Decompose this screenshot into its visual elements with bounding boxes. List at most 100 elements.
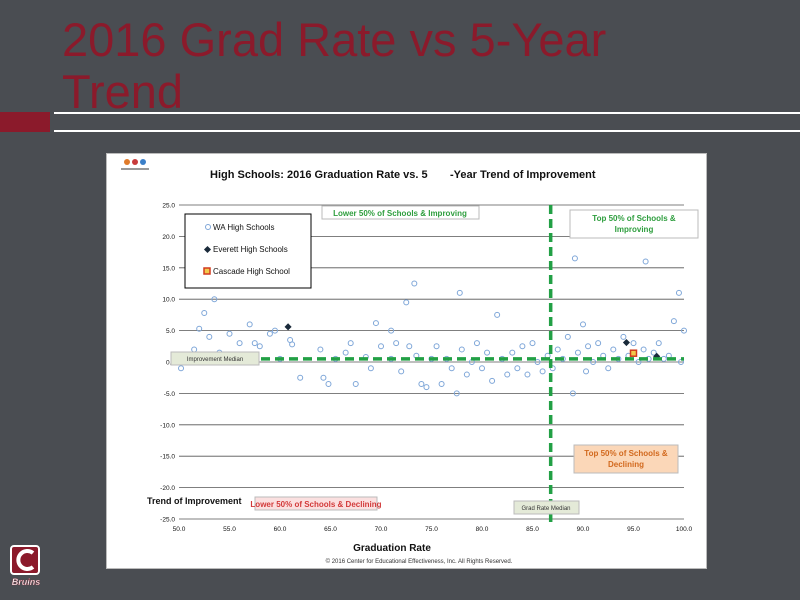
wa-school-point [388,327,395,334]
chart-image: High Schools: 2016 Graduation Rate vs. 5… [106,153,707,569]
wa-school-point [675,289,682,296]
wa-school-point [595,340,602,347]
wa-school-point [271,327,278,334]
wa-school-point [378,343,384,350]
improvement-median-label: Improvement Median [187,357,243,363]
wa-school-point [524,371,531,378]
wa-school-point [403,299,410,306]
x-tick-label: 85.0 [526,526,539,533]
quadrant-top-left: Lower 50% of Schools & Improving [333,209,467,218]
quadrant-bottom-right-2: Declining [608,460,644,469]
cee-logo [121,159,149,170]
legend-cascade: Cascade High School [213,267,290,276]
wa-school-point [580,321,586,328]
x-tick-label: 70.0 [375,526,388,533]
wa-school-point [590,359,597,365]
legend: WA High Schools Everett High Schools Cas… [184,213,312,289]
wa-school-point [635,359,642,365]
chart-title-left: High Schools: 2016 Graduation Rate vs. 5 [210,169,428,181]
title-accent-bar [0,112,50,132]
copyright: © 2016 Center for Educational Effectiven… [326,558,513,565]
y-tick-label: -5.0 [164,391,176,398]
quadrant-top-right-1: Top 50% of Schools & [592,214,676,223]
grad-rate-median-label: Grad Rate Median [521,506,570,512]
x-tick-label: 90.0 [577,526,590,533]
wa-school-point [571,255,578,262]
y-axis-label: Trend of Improvement [147,496,242,506]
x-tick-label: 50.0 [173,526,186,533]
wa-school-point [539,368,546,375]
wa-school-point [660,355,667,362]
wa-school-point [211,296,218,303]
wa-school-point [246,321,253,328]
wa-school-point [438,380,445,387]
wa-school-point [610,346,617,353]
wa-school-point [642,258,649,265]
wa-school-point [191,346,198,353]
wa-school-point [423,384,430,391]
x-tick-labels: 50.0 55.0 60.0 65.0 70.0 75.0 80.0 85.0 90.0 95.0… [173,526,693,533]
wa-school-point [297,374,304,381]
wa-school-point [554,346,561,353]
y-tick-label: 5.0 [166,328,175,335]
wa-school-point [630,340,637,347]
wa-school-point [418,380,425,387]
chart-title-right: -Year Trend of Improvement [450,169,596,181]
y-tick-label: -10.0 [160,422,175,429]
wa-school-point [325,380,332,387]
quadrant-bottom-left: Lower 50% of Schools & Declining [250,500,381,509]
wa-school-point [196,325,203,332]
wa-school-point [549,365,556,372]
wa-school-point [433,343,440,350]
wa-school-point [473,340,480,347]
wa-school-point [226,330,233,337]
wa-school-point [650,349,657,356]
wa-school-point [342,349,349,356]
wa-school-point [605,365,612,372]
wa-school-point [564,333,571,340]
y-tick-label: -15.0 [160,454,175,461]
y-tick-label: 20.0 [162,234,175,241]
wa-school-point [509,349,516,356]
title-rule [54,112,800,132]
everett-school-point [622,338,630,347]
quadrant-top-right-2: Improving [615,225,654,234]
wa-school-point [372,320,379,327]
wa-school-point [289,341,296,348]
y-tick-label: -25.0 [160,517,175,524]
wa-school-point [453,390,460,397]
x-tick-label: 75.0 [425,526,438,533]
slide-title: 2016 Grad Rate vs 5-Year Trend [62,13,607,118]
everett-school-point [284,323,292,331]
wa-school-point [406,343,413,350]
wa-school-point [320,374,327,381]
wa-school-point [236,340,243,347]
wa-school-point [398,368,405,375]
wa-school-point [519,343,526,350]
wa-school-point [352,380,359,387]
wa-school-point [640,346,647,353]
legend-everett: Everett High Schools [213,245,288,254]
bruins-logo: Bruins [10,545,41,587]
x-tick-label: 80.0 [476,526,489,533]
wa-school-point [463,371,470,378]
wa-school-point [504,371,511,378]
x-axis-label: Graduation Rate [353,543,431,554]
wa-school-point [479,365,485,372]
wa-school-point [681,327,687,334]
wa-school-point [411,280,418,287]
wa-school-point [178,365,185,372]
wa-school-point [514,365,521,372]
wa-school-point [494,311,501,318]
wa-school-point [583,368,590,375]
wa-school-point [534,359,541,365]
wa-school-point [585,343,592,350]
x-tick-label: 60.0 [274,526,287,533]
bruins-logo-text: Bruins [12,577,41,587]
cascade-school-point [629,349,638,357]
y-tick-label: 10.0 [162,297,175,304]
legend-wa: WA High Schools [213,223,275,232]
wa-school-point [489,377,496,384]
wa-school-point [393,340,400,347]
wa-school-point [201,310,208,317]
